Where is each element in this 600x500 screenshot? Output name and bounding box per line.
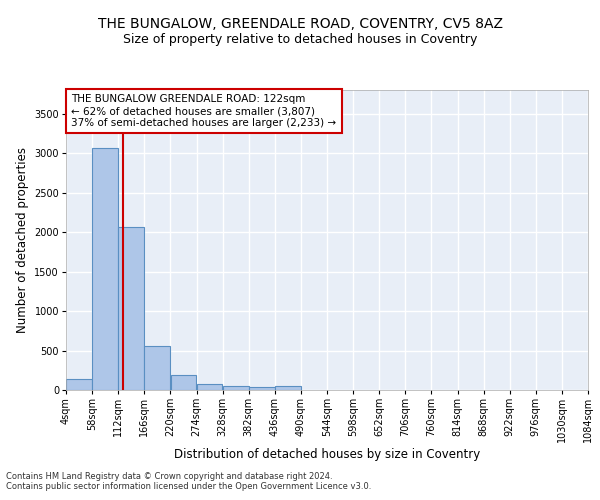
Text: Contains public sector information licensed under the Open Government Licence v3: Contains public sector information licen… (6, 482, 371, 491)
Bar (145, 346, 170, 390)
Bar (249, 387, 275, 390)
Bar (275, 386, 301, 390)
Text: THE BUNGALOW GREENDALE ROAD: 122sqm
← 62% of detached houses are smaller (3,807): THE BUNGALOW GREENDALE ROAD: 122sqm ← 62… (71, 94, 337, 128)
Bar (170, 374, 196, 390)
Bar (223, 386, 248, 390)
Text: Contains HM Land Registry data © Crown copyright and database right 2024.: Contains HM Land Registry data © Crown c… (6, 472, 332, 481)
Bar (197, 384, 223, 390)
X-axis label: Distribution of detached houses by size in Coventry: Distribution of detached houses by size … (174, 448, 480, 461)
Y-axis label: Number of detached properties: Number of detached properties (16, 147, 29, 333)
Bar (66, 379, 92, 390)
Bar (92, 148, 118, 390)
Bar (118, 228, 144, 390)
Text: Size of property relative to detached houses in Coventry: Size of property relative to detached ho… (123, 32, 477, 46)
Text: THE BUNGALOW, GREENDALE ROAD, COVENTRY, CV5 8AZ: THE BUNGALOW, GREENDALE ROAD, COVENTRY, … (97, 18, 503, 32)
